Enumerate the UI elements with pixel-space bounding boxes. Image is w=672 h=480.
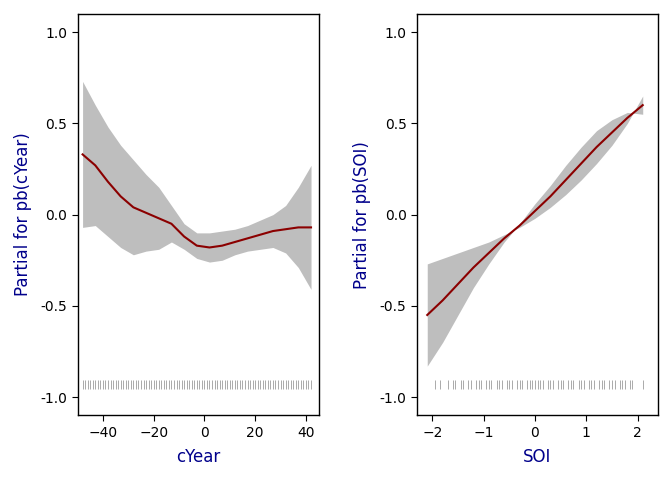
Y-axis label: Partial for pb(SOI): Partial for pb(SOI) [353,141,372,288]
X-axis label: SOI: SOI [523,448,552,466]
Y-axis label: Partial for pb(cYear): Partial for pb(cYear) [14,133,32,297]
X-axis label: cYear: cYear [176,448,220,466]
